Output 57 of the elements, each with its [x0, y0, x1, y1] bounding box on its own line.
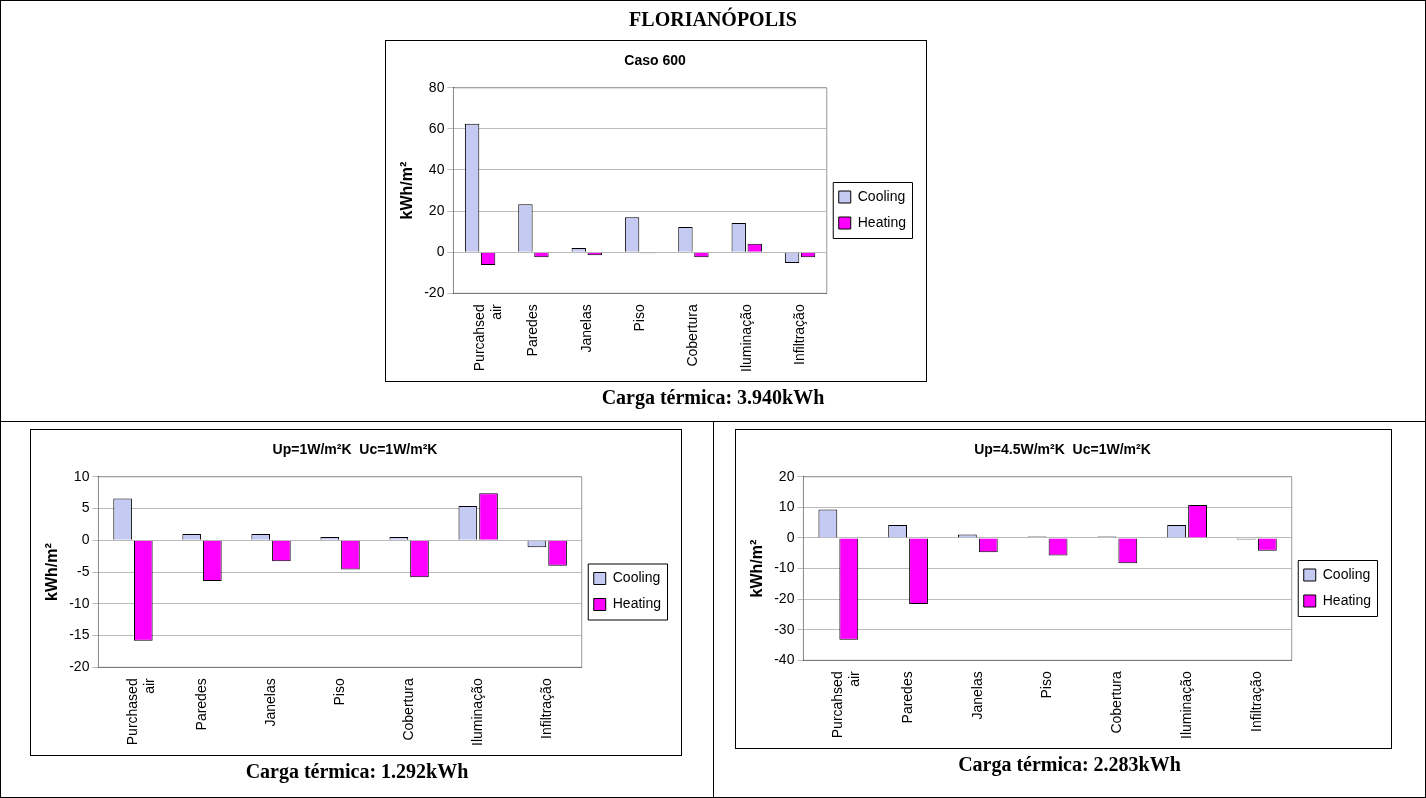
- x-tick-label: Cobertura: [399, 678, 416, 741]
- legend-label: Heating: [857, 213, 907, 230]
- y-tick-label: 0: [786, 528, 795, 545]
- x-tick-label: Purcahsed air: [829, 670, 862, 739]
- y-axis-title: kWh/m²: [748, 539, 766, 598]
- x-tick-label: Iluminação: [1177, 671, 1194, 739]
- text: FLORIANÓPOLIS: [628, 8, 798, 31]
- x-tick-label: Infiltração: [1247, 671, 1264, 732]
- text: Carga térmica: 1.292kWh: [244, 760, 470, 783]
- x-tick-label: Paredes: [898, 671, 915, 724]
- y-tick-label: 0: [81, 531, 90, 548]
- x-tick-label: Piso: [1038, 671, 1055, 699]
- y-tick-label: 40: [428, 160, 445, 177]
- y-tick-label: 5: [81, 499, 90, 516]
- y-tick-label: 20: [428, 201, 445, 218]
- y-tick-label: -30: [774, 620, 795, 637]
- x-tick-label: Cobertura: [684, 304, 701, 367]
- y-tick-label: 60: [428, 119, 445, 136]
- y-tick-label: -5: [76, 562, 90, 579]
- x-tick-label: Purcahsed air: [470, 303, 504, 372]
- text: Carga térmica: 2.283kWh: [957, 753, 1182, 776]
- x-tick-label: Purchased air: [123, 677, 157, 746]
- x-tick-label: Janelas: [261, 678, 278, 727]
- x-tick-label: Iluminação: [469, 678, 486, 746]
- x-tick-label: Cobertura: [1108, 671, 1125, 734]
- legend-label: Cooling: [1322, 565, 1371, 582]
- x-tick-label: Janelas: [968, 671, 985, 720]
- x-tick-label: Paredes: [192, 678, 209, 731]
- y-tick-label: -40: [774, 651, 795, 668]
- y-tick-label: -20: [424, 284, 445, 301]
- text: Carga térmica: 3.940kWh: [600, 386, 826, 409]
- chart-title: Up=4.5W/m²K Uc=1W/m²K: [974, 441, 1151, 458]
- x-tick-label: Piso: [630, 304, 647, 332]
- chart-title: Up=1W/m²K Uc=1W/m²K: [272, 441, 438, 458]
- y-axis-title: kWh/m²: [43, 543, 61, 601]
- y-tick-label: -20: [774, 589, 795, 606]
- x-tick-label: Infiltração: [538, 678, 555, 739]
- x-tick-label: Infiltração: [790, 304, 807, 365]
- x-tick-label: Iluminação: [737, 304, 754, 372]
- y-tick-label: 20: [778, 467, 795, 484]
- y-tick-label: -10: [69, 594, 90, 611]
- x-tick-label: Piso: [330, 678, 347, 706]
- y-tick-label: 0: [436, 243, 445, 260]
- legend-label: Cooling: [612, 569, 661, 586]
- y-tick-label: -10: [774, 559, 795, 576]
- y-tick-label: -15: [69, 626, 90, 643]
- legend-label: Heating: [1322, 591, 1372, 608]
- x-tick-label: Paredes: [524, 304, 541, 357]
- y-tick-label: -20: [69, 658, 90, 675]
- x-tick-label: Janelas: [577, 304, 594, 353]
- y-tick-label: 10: [73, 467, 90, 484]
- chart-title: Caso 600: [624, 52, 686, 69]
- y-tick-label: 10: [778, 498, 795, 515]
- y-axis-title: kWh/m²: [398, 161, 416, 220]
- legend-label: Cooling: [857, 187, 906, 204]
- legend-label: Heating: [612, 595, 662, 612]
- y-tick-label: 80: [428, 78, 445, 95]
